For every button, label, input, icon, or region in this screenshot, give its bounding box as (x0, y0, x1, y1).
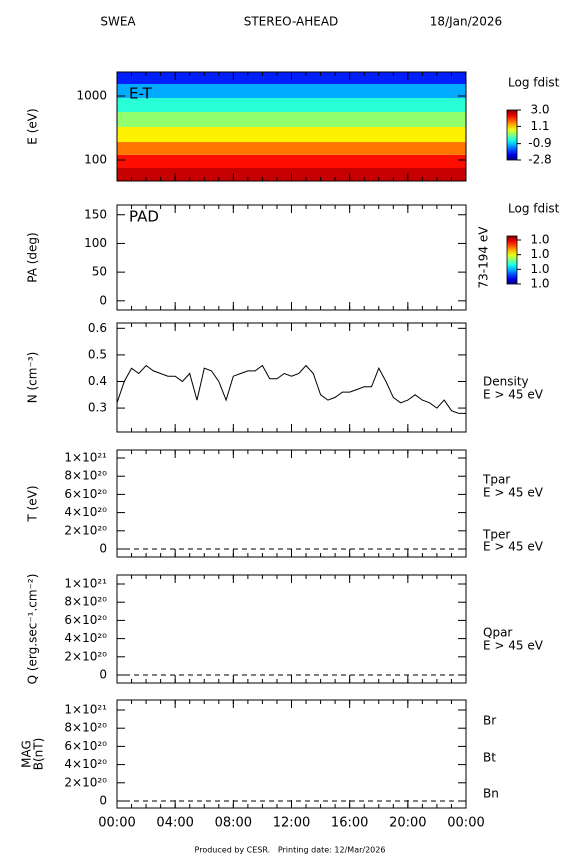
x-tick-label: 04:00 (156, 816, 193, 831)
y-tick-label: 0.5 (88, 347, 107, 361)
plot-frame (116, 322, 467, 433)
y-tick-label: 0.4 (88, 374, 107, 388)
y-tick-label: 2×10²⁰ (64, 649, 107, 663)
plot-frame (116, 204, 467, 311)
x-tick-label: 00:00 (98, 816, 135, 831)
legend-energy: E > 45 eV (483, 639, 544, 653)
legend-name: Bn (483, 787, 499, 801)
plot-frame (116, 574, 467, 684)
heatmap-cell (117, 97, 466, 113)
y-tick-label: 8×10²⁰ (64, 469, 107, 483)
legend-energy: E > 45 eV (483, 486, 544, 500)
y-axis-label: PA (deg) (26, 232, 40, 282)
y-tick-label: 1×10²¹ (64, 577, 107, 591)
y-axis-label: N (cm⁻³) (26, 352, 40, 404)
x-tick-label: 16:00 (331, 816, 368, 831)
y-tick-label: 0.3 (88, 401, 107, 415)
y-tick-label: 1×10²¹ (64, 451, 107, 465)
legend-name: Tper (482, 528, 510, 542)
x-tick-label: 20:00 (389, 816, 426, 831)
y-tick-label: 0 (99, 793, 107, 807)
y-tick-label: 150 (84, 207, 107, 221)
heatmap-cell (117, 154, 466, 169)
colorbar-tick-label: -2.8 (528, 153, 551, 167)
colorbar-tick-label: 1.1 (530, 119, 549, 133)
y-tick-label: 6×10²⁰ (64, 613, 107, 627)
plot-frame (116, 699, 467, 809)
y-tick-label: 100 (84, 236, 107, 250)
y-axis-label: Q (erg.sec⁻¹.cm⁻²) (26, 574, 40, 685)
colorbar-title: Log fdist (508, 202, 560, 216)
colorbar-tick-label: -0.9 (528, 136, 551, 150)
footer: Produced by CESR. Printing date: 12/Mar/… (195, 846, 386, 855)
y-tick-label: 0.6 (88, 321, 107, 335)
y-tick-label: 1×10²¹ (64, 703, 107, 717)
colorbar-title: Log fdist (508, 76, 560, 90)
y-tick-label: 4×10²⁰ (64, 757, 107, 771)
y-axis-label: MAG (20, 740, 34, 768)
y-tick-label: 1000 (76, 88, 107, 102)
y-tick-label: 0 (99, 667, 107, 681)
y-tick-label: 6×10²⁰ (64, 739, 107, 753)
y-tick-label: 8×10²⁰ (64, 721, 107, 735)
colorbar (506, 109, 518, 161)
y-tick-label: 2×10²⁰ (64, 523, 107, 537)
y-tick-label: 4×10²⁰ (64, 631, 107, 645)
legend-name: Bt (483, 751, 496, 765)
y-tick-label: 100 (84, 153, 107, 167)
legend-name: Qpar (483, 626, 512, 640)
y-tick-label: 6×10²⁰ (64, 487, 107, 501)
y-tick-label: 2×10²⁰ (64, 775, 107, 789)
legend-name: Density (483, 375, 529, 389)
legend-energy: E > 45 eV (483, 388, 544, 402)
legend-name: Br (483, 714, 496, 728)
plot-frame (116, 449, 467, 558)
colorbar-tick-label: 1.0 (530, 247, 549, 261)
x-tick-label: 08:00 (215, 816, 252, 831)
colorbar-tick-label: 1.0 (530, 262, 549, 276)
x-tick-label: 00:00 (447, 816, 484, 831)
right-label: 73-194 eV (477, 226, 491, 289)
y-tick-label: 50 (92, 265, 107, 279)
annotation: PAD (129, 208, 159, 226)
heatmap-cell (117, 126, 466, 143)
colorbar (506, 235, 518, 285)
y-tick-label: 0 (99, 293, 107, 307)
colorbar-tick-label: 1.0 (530, 277, 549, 291)
legend-name: Tpar (482, 473, 510, 487)
mission: STEREO-AHEAD (244, 15, 339, 29)
y-axis-label: B(nT) (32, 738, 46, 771)
x-tick-label: 12:00 (273, 816, 310, 831)
legend-energy: E > 45 eV (483, 540, 544, 554)
colorbar-tick-label: 1.0 (530, 233, 549, 247)
colorbar-tick-label: 3.0 (530, 103, 549, 117)
heatmap-cell (117, 142, 466, 155)
heatmap-cell (117, 112, 466, 127)
y-tick-label: 0 (99, 541, 107, 555)
instrument: SWEA (100, 15, 136, 29)
heatmap-cell (117, 83, 466, 98)
date: 18/Jan/2026 (430, 15, 502, 29)
data-line (116, 364, 466, 414)
y-axis-label: E (eV) (26, 108, 40, 144)
y-tick-label: 4×10²⁰ (64, 505, 107, 519)
y-axis-label: T (eV) (26, 485, 40, 522)
annotation: E-T (129, 85, 153, 103)
y-tick-label: 8×10²⁰ (64, 595, 107, 609)
